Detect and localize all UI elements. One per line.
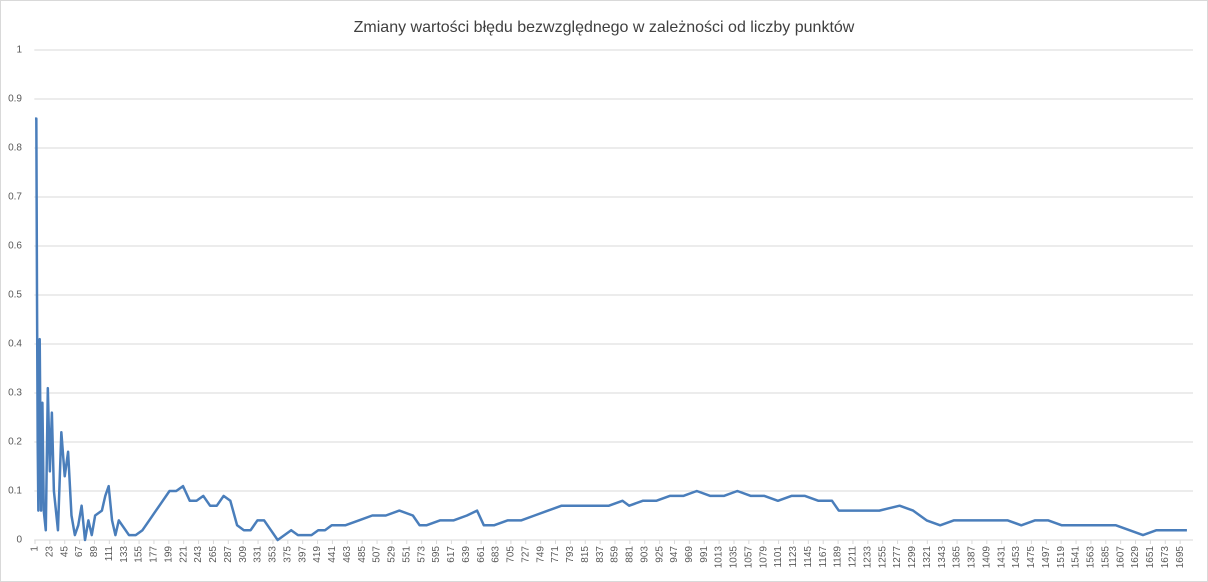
x-tick-label: 243 [193,546,204,563]
x-tick-label: 331 [253,546,264,563]
x-tick-label: 1013 [714,546,725,569]
x-tick-label: 859 [610,546,621,563]
x-tick-label: 815 [580,546,591,563]
x-tick-label: 1541 [1071,546,1082,569]
x-tick-label: 111 [104,546,115,562]
x-tick-label: 1651 [1145,546,1156,569]
x-tick-label: 573 [416,546,427,563]
x-tick-label: 749 [535,546,546,563]
x-tick-label: 507 [372,546,383,563]
x-tick-label: 881 [625,546,636,563]
x-tick-label: 1343 [937,546,948,569]
x-tick-label: 375 [282,546,293,563]
x-tick-label: 45 [59,546,70,558]
x-tick-label: 1695 [1175,546,1186,569]
x-tick-label: 683 [491,546,502,563]
x-tick-label: 397 [297,546,308,563]
x-tick-label: 1233 [862,546,873,569]
x-tick-label: 903 [639,546,650,563]
x-tick-label: 265 [208,546,219,563]
x-tick-label: 639 [461,546,472,563]
x-tick-label: 1 [30,546,41,552]
x-tick-label: 133 [119,546,130,563]
x-tick-label: 287 [223,546,234,563]
chart-title: Zmiany wartości błędu bezwzględnego w za… [354,19,855,36]
y-tick-label: 0.9 [8,94,22,105]
x-tick-label: 1189 [833,546,844,568]
x-tick-label: 1299 [907,546,918,569]
x-tick-label: 947 [669,546,680,563]
x-tick-label: 1607 [1115,546,1126,569]
y-tick-label: 0.4 [8,339,22,350]
x-tick-label: 1629 [1130,546,1141,569]
y-tick-label: 0 [16,535,22,546]
x-tick-label: 177 [149,546,160,563]
x-tick-label: 155 [134,546,145,563]
x-tick-label: 617 [446,546,457,563]
x-tick-label: 551 [401,546,412,563]
x-tick-label: 705 [506,546,517,563]
x-tick-label: 771 [550,546,561,563]
x-tick-label: 595 [431,546,442,563]
x-tick-label: 1475 [1026,546,1037,569]
x-tick-label: 1585 [1100,546,1111,569]
x-tick-label: 661 [476,546,487,563]
x-tick-label: 793 [565,546,576,563]
x-tick-label: 925 [654,546,665,563]
y-tick-label: 0.2 [8,437,22,448]
x-tick-label: 1563 [1086,546,1097,569]
y-tick-label: 0.5 [8,290,22,301]
x-tick-label: 1673 [1160,546,1171,569]
x-tick-label: 1101 [773,546,784,568]
x-tick-label: 1387 [967,546,978,569]
x-tick-label: 1079 [758,546,769,569]
x-tick-label: 837 [595,546,606,563]
x-tick-label: 463 [342,546,353,563]
x-tick-label: 1453 [1011,546,1022,569]
y-tick-label: 0.1 [8,486,22,497]
x-tick-label: 1277 [892,546,903,569]
x-tick-label: 353 [268,546,279,563]
x-tick-label: 309 [238,546,249,563]
x-tick-label: 221 [178,546,189,563]
x-tick-label: 1035 [729,546,740,569]
x-tick-label: 485 [357,546,368,563]
x-tick-label: 67 [74,546,85,558]
x-tick-label: 1123 [788,546,799,568]
x-tick-label: 727 [520,546,531,563]
y-tick-label: 1 [16,45,22,56]
x-tick-label: 23 [44,546,55,558]
x-tick-label: 89 [89,546,100,558]
y-tick-label: 0.8 [8,143,22,154]
x-tick-label: 991 [699,546,710,563]
x-tick-label: 1365 [952,546,963,569]
x-tick-label: 1255 [877,546,888,569]
x-tick-label: 529 [387,546,398,563]
x-tick-label: 441 [327,546,338,563]
y-tick-label: 0.7 [8,192,22,203]
x-tick-label: 1057 [743,546,754,569]
x-tick-label: 1409 [981,546,992,569]
x-tick-label: 1321 [922,546,933,569]
x-tick-label: 969 [684,546,695,563]
y-tick-label: 0.6 [8,241,22,252]
x-tick-label: 1145 [803,546,814,568]
x-tick-label: 1519 [1056,546,1067,569]
data-line [34,117,1187,542]
x-tick-label: 419 [312,546,323,563]
x-tick-label: 1497 [1041,546,1052,569]
x-tick-label: 1211 [848,546,859,568]
x-tick-label: 1167 [818,546,829,568]
x-tick-label: 199 [163,546,174,563]
y-tick-label: 0.3 [8,388,22,399]
x-tick-label: 1431 [996,546,1007,569]
